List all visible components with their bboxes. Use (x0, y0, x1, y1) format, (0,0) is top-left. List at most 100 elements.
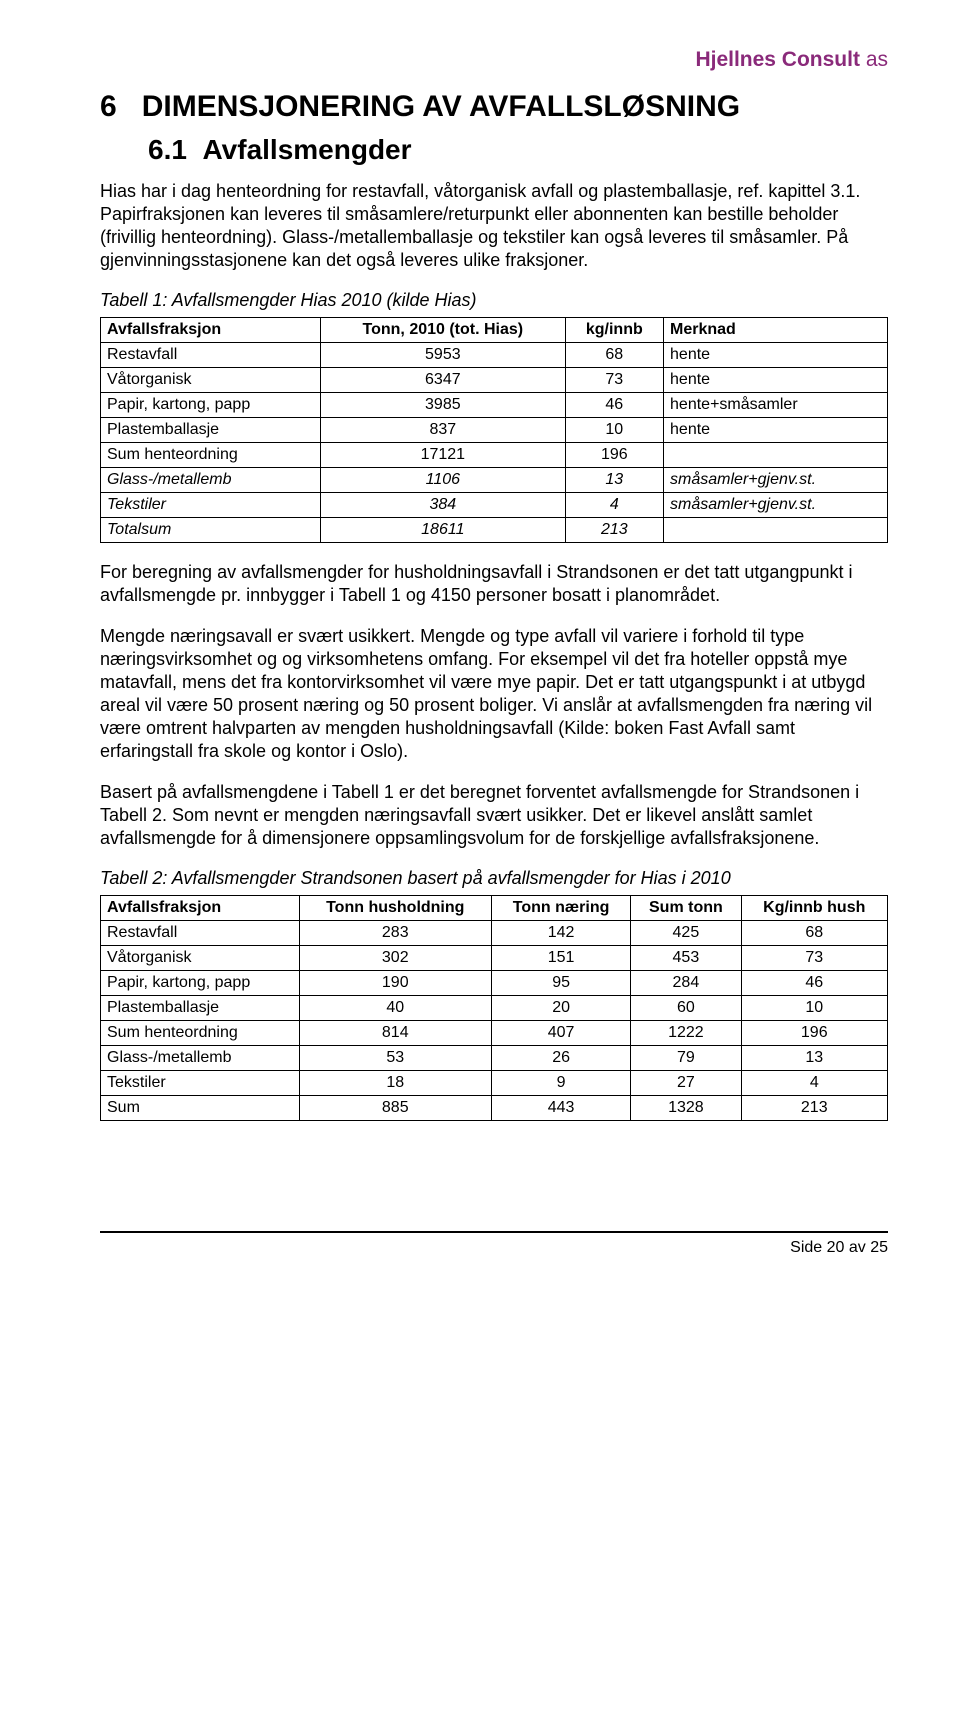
table-cell: Papir, kartong, papp (101, 393, 321, 418)
table-cell: 814 (299, 1021, 491, 1046)
table-cell: 27 (631, 1071, 741, 1096)
table-cell: 443 (491, 1096, 630, 1121)
table-cell: Restavfall (101, 343, 321, 368)
table-cell: Glass-/metallemb (101, 468, 321, 493)
table-cell: 13 (565, 468, 663, 493)
table-cell: 407 (491, 1021, 630, 1046)
subsection-heading: 6.1 Avfallsmengder (148, 134, 888, 166)
table-cell: 1222 (631, 1021, 741, 1046)
table-cell: hente (664, 343, 888, 368)
table-cell: Våtorganisk (101, 368, 321, 393)
table-row: Våtorganisk30215145373 (101, 946, 888, 971)
table1-header-row: AvfallsfraksjonTonn, 2010 (tot. Hias)kg/… (101, 318, 888, 343)
table-2: AvfallsfraksjonTonn husholdningTonn næri… (100, 895, 888, 1121)
table-cell: 5953 (321, 343, 566, 368)
table-row: Sum henteordning17121196 (101, 443, 888, 468)
table-row: Restavfall595368hente (101, 343, 888, 368)
table-cell: småsamler+gjenv.st. (664, 468, 888, 493)
section-title: DIMENSJONERING AV AVFALLSLØSNING (142, 90, 740, 123)
brand-suffix: as (866, 48, 888, 71)
table-cell: 4 (741, 1071, 887, 1096)
table-cell: hente (664, 418, 888, 443)
table-cell: 384 (321, 493, 566, 518)
table-cell: 1328 (631, 1096, 741, 1121)
table-cell: 73 (741, 946, 887, 971)
table-cell: hente (664, 368, 888, 393)
table2-caption: Tabell 2: Avfallsmengder Strandsonen bas… (100, 868, 888, 889)
table-cell: Papir, kartong, papp (101, 971, 300, 996)
section-heading: 6 DIMENSJONERING AV AVFALLSLØSNING (100, 90, 888, 124)
table-1: AvfallsfraksjonTonn, 2010 (tot. Hias)kg/… (100, 317, 888, 543)
table-cell: 453 (631, 946, 741, 971)
table-cell: 68 (741, 921, 887, 946)
table-row: Restavfall28314242568 (101, 921, 888, 946)
brand-header: Hjellnes Consult as (100, 48, 888, 72)
table-row: Plastemballasje40206010 (101, 996, 888, 1021)
table-row: Totalsum18611213 (101, 518, 888, 543)
table2-col-header: Avfallsfraksjon (101, 896, 300, 921)
table-cell: Sum henteordning (101, 1021, 300, 1046)
page-number: Side 20 av 25 (790, 1239, 888, 1256)
table2-col-header: Sum tonn (631, 896, 741, 921)
table-cell: Glass-/metallemb (101, 1046, 300, 1071)
table-row: Glass-/metallemb110613småsamler+gjenv.st… (101, 468, 888, 493)
table-cell: småsamler+gjenv.st. (664, 493, 888, 518)
table-cell: 3985 (321, 393, 566, 418)
section-number: 6 (100, 90, 117, 123)
table-cell: 73 (565, 368, 663, 393)
table-cell: 18611 (321, 518, 566, 543)
table-cell: 4 (565, 493, 663, 518)
table-cell: 40 (299, 996, 491, 1021)
table-cell: Våtorganisk (101, 946, 300, 971)
table-cell: 18 (299, 1071, 491, 1096)
paragraph-1: Hias har i dag henteordning for restavfa… (100, 180, 888, 272)
table-cell: 196 (741, 1021, 887, 1046)
table-cell: Plastemballasje (101, 418, 321, 443)
table-row: Våtorganisk634773hente (101, 368, 888, 393)
table-cell: 1106 (321, 468, 566, 493)
table-cell: 10 (565, 418, 663, 443)
table-cell: hente+småsamler (664, 393, 888, 418)
table2-col-header: Tonn næring (491, 896, 630, 921)
table-cell: 53 (299, 1046, 491, 1071)
paragraph-3: Mengde næringsavall er svært usikkert. M… (100, 625, 888, 763)
table1-col-header: Tonn, 2010 (tot. Hias) (321, 318, 566, 343)
table-cell: Sum (101, 1096, 300, 1121)
table-cell: 20 (491, 996, 630, 1021)
table-cell: 213 (741, 1096, 887, 1121)
table-row: Glass-/metallemb53267913 (101, 1046, 888, 1071)
table-cell: 151 (491, 946, 630, 971)
table-cell: 68 (565, 343, 663, 368)
table-row: Sum henteordning8144071222196 (101, 1021, 888, 1046)
table-row: Sum8854431328213 (101, 1096, 888, 1121)
table-cell: 213 (565, 518, 663, 543)
table-cell: 142 (491, 921, 630, 946)
table-cell: Plastemballasje (101, 996, 300, 1021)
table-cell (664, 518, 888, 543)
table2-header-row: AvfallsfraksjonTonn husholdningTonn næri… (101, 896, 888, 921)
table-cell: Sum henteordning (101, 443, 321, 468)
table-cell: Restavfall (101, 921, 300, 946)
table1-col-header: Merknad (664, 318, 888, 343)
table-cell: Totalsum (101, 518, 321, 543)
table-cell: 837 (321, 418, 566, 443)
table-cell: 196 (565, 443, 663, 468)
table-cell: 302 (299, 946, 491, 971)
table-cell: 13 (741, 1046, 887, 1071)
table-row: Papir, kartong, papp398546hente+småsamle… (101, 393, 888, 418)
table2-col-header: Tonn husholdning (299, 896, 491, 921)
document-page: Hjellnes Consult as 6 DIMENSJONERING AV … (0, 0, 960, 1297)
table-cell: 190 (299, 971, 491, 996)
page-footer: Side 20 av 25 (100, 1231, 888, 1257)
table-cell: 26 (491, 1046, 630, 1071)
table-row: Tekstiler3844småsamler+gjenv.st. (101, 493, 888, 518)
table-cell: Tekstiler (101, 493, 321, 518)
table-cell: 79 (631, 1046, 741, 1071)
table2-col-header: Kg/innb hush (741, 896, 887, 921)
table-cell: 95 (491, 971, 630, 996)
table-cell: 284 (631, 971, 741, 996)
table-row: Plastemballasje83710hente (101, 418, 888, 443)
table1-col-header: Avfallsfraksjon (101, 318, 321, 343)
table-cell: 17121 (321, 443, 566, 468)
table-cell: 6347 (321, 368, 566, 393)
